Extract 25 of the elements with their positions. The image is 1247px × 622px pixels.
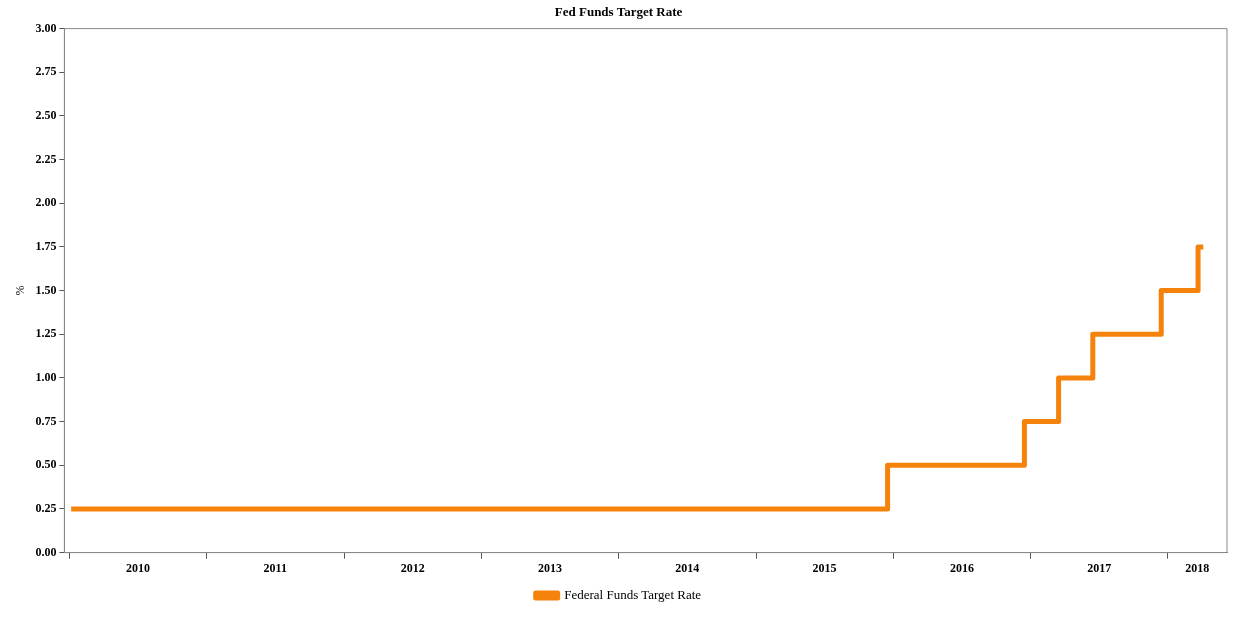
y-tick-label: 1.25 bbox=[35, 326, 57, 341]
y-tick-label: 2.50 bbox=[35, 108, 57, 123]
y-tick-label: 1.00 bbox=[35, 370, 57, 385]
legend-label: Federal Funds Target Rate bbox=[564, 586, 702, 602]
x-tick-label: 2010 bbox=[126, 560, 151, 575]
y-tick-label: 0.25 bbox=[35, 501, 57, 516]
y-tick-label: 3.00 bbox=[35, 20, 57, 35]
x-tick-label: 2014 bbox=[675, 560, 700, 575]
y-tick-label: 2.75 bbox=[35, 64, 57, 79]
y-axis-title: % bbox=[13, 285, 28, 296]
x-tick-label: 2012 bbox=[400, 560, 425, 575]
x-tick-label: 2011 bbox=[263, 560, 287, 575]
y-tick-label: 2.25 bbox=[35, 151, 57, 166]
x-tick-label: 2013 bbox=[538, 560, 563, 575]
y-tick-label: 0.50 bbox=[35, 457, 57, 472]
x-tick-label: 2018 bbox=[1185, 560, 1210, 575]
x-tick-label: 2015 bbox=[812, 560, 837, 575]
y-tick-label: 2.00 bbox=[35, 195, 57, 210]
x-tick-label: 2016 bbox=[950, 560, 974, 575]
y-tick-label: 1.75 bbox=[35, 239, 57, 254]
y-tick-label: 0.00 bbox=[35, 544, 57, 559]
x-tick-label: 2017 bbox=[1087, 560, 1112, 575]
y-tick-label: 0.75 bbox=[35, 413, 57, 428]
y-tick-label: 1.50 bbox=[35, 282, 57, 297]
chart-title: Fed Funds Target Rate bbox=[554, 4, 683, 20]
